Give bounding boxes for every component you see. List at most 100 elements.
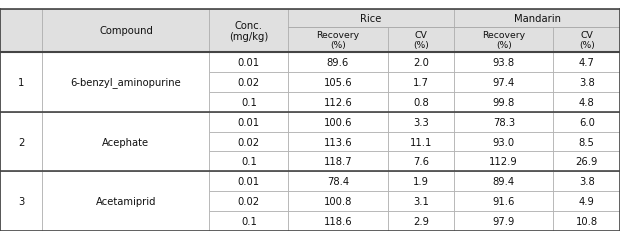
Bar (0, 10, 42, 53)
Text: 0.01: 0.01 (238, 58, 260, 68)
Text: 0.1: 0.1 (241, 216, 257, 226)
Text: 3.8: 3.8 (579, 77, 595, 88)
Bar (554, 112, 620, 132)
Bar (554, 53, 620, 73)
Bar (42, 172, 210, 231)
Text: 10.8: 10.8 (575, 216, 598, 226)
Text: 3.8: 3.8 (579, 176, 595, 186)
Text: 105.6: 105.6 (324, 77, 352, 88)
Bar (210, 191, 288, 211)
Bar (388, 172, 454, 191)
Text: 26.9: 26.9 (575, 157, 598, 167)
Text: 91.6: 91.6 (492, 196, 515, 206)
Bar (554, 152, 620, 172)
Text: 1.9: 1.9 (413, 176, 429, 186)
Bar (454, 172, 554, 191)
Text: Acephate: Acephate (102, 137, 149, 147)
Bar (388, 132, 454, 152)
Bar (454, 92, 554, 112)
Text: 0.02: 0.02 (238, 137, 260, 147)
Text: Conc.
(mg/kg): Conc. (mg/kg) (229, 21, 268, 42)
Text: CV
(%): CV (%) (579, 31, 595, 50)
Bar (388, 112, 454, 132)
Bar (554, 132, 620, 152)
Text: 2.0: 2.0 (413, 58, 429, 68)
Text: 100.8: 100.8 (324, 196, 352, 206)
Text: 0.8: 0.8 (413, 97, 428, 107)
Bar (288, 132, 388, 152)
Bar (42, 53, 210, 112)
Text: Mandarin: Mandarin (513, 14, 560, 24)
Text: Rice: Rice (360, 14, 382, 24)
Bar (388, 28, 454, 53)
Bar (288, 112, 388, 132)
Bar (388, 53, 454, 73)
Bar (210, 53, 288, 73)
Text: 0.1: 0.1 (241, 97, 257, 107)
Bar (388, 191, 454, 211)
Bar (554, 28, 620, 53)
Bar (210, 211, 288, 231)
Bar (454, 10, 620, 28)
Bar (210, 10, 288, 53)
Text: 99.8: 99.8 (493, 97, 515, 107)
Bar (0, 172, 42, 231)
Bar (554, 172, 620, 191)
Text: 89.6: 89.6 (327, 58, 349, 68)
Bar (210, 152, 288, 172)
Text: 93.0: 93.0 (493, 137, 515, 147)
Text: 100.6: 100.6 (324, 117, 352, 127)
Bar (388, 211, 454, 231)
Text: 118.7: 118.7 (324, 157, 352, 167)
Bar (210, 132, 288, 152)
Bar (454, 211, 554, 231)
Text: CV
(%): CV (%) (413, 31, 428, 50)
Text: Acetamiprid: Acetamiprid (95, 196, 156, 206)
Bar (454, 152, 554, 172)
Text: 3: 3 (18, 196, 24, 206)
Text: 89.4: 89.4 (493, 176, 515, 186)
Bar (388, 92, 454, 112)
Bar (454, 112, 554, 132)
Text: 93.8: 93.8 (493, 58, 515, 68)
Bar (42, 10, 210, 53)
Bar (210, 92, 288, 112)
Text: 1: 1 (18, 77, 24, 88)
Bar (210, 73, 288, 92)
Text: 113.6: 113.6 (324, 137, 352, 147)
Bar (388, 73, 454, 92)
Bar (288, 152, 388, 172)
Text: 4.9: 4.9 (578, 196, 595, 206)
Bar (288, 172, 388, 191)
Bar (210, 172, 288, 191)
Text: 78.3: 78.3 (493, 117, 515, 127)
Bar (554, 191, 620, 211)
Text: 0.02: 0.02 (238, 77, 260, 88)
Text: 11.1: 11.1 (410, 137, 432, 147)
Bar (210, 112, 288, 132)
Text: 6.0: 6.0 (578, 117, 595, 127)
Text: 8.5: 8.5 (578, 137, 595, 147)
Bar (454, 53, 554, 73)
Text: 2.9: 2.9 (413, 216, 429, 226)
Bar (554, 211, 620, 231)
Text: 118.6: 118.6 (324, 216, 352, 226)
Bar (454, 73, 554, 92)
Bar (288, 53, 388, 73)
Text: 0.1: 0.1 (241, 157, 257, 167)
Bar (554, 73, 620, 92)
Bar (288, 191, 388, 211)
Text: 0.01: 0.01 (238, 117, 260, 127)
Bar (288, 73, 388, 92)
Text: 6-benzyl_aminopurine: 6-benzyl_aminopurine (71, 77, 181, 88)
Text: Recovery
(%): Recovery (%) (482, 31, 525, 50)
Text: 2: 2 (18, 137, 24, 147)
Bar (0, 53, 42, 112)
Text: Recovery
(%): Recovery (%) (316, 31, 360, 50)
Text: 1.7: 1.7 (413, 77, 429, 88)
Text: 97.4: 97.4 (493, 77, 515, 88)
Text: 4.7: 4.7 (578, 58, 595, 68)
Bar (0, 112, 42, 172)
Bar (288, 10, 454, 28)
Text: 7.6: 7.6 (413, 157, 429, 167)
